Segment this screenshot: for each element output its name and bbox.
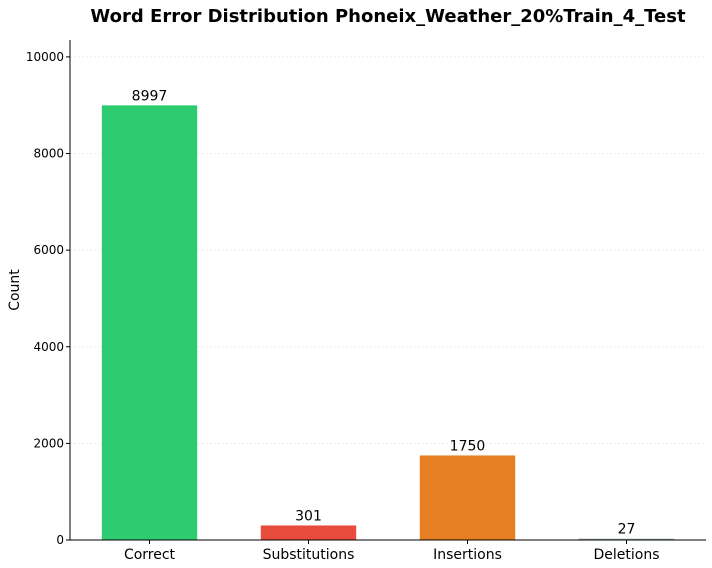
y-tick-label: 6000 xyxy=(33,243,64,257)
y-tick-label: 10000 xyxy=(26,50,64,64)
x-tick-label: Deletions xyxy=(593,547,659,563)
x-ticks: Correct Substitutions Insertions Deletions xyxy=(124,540,660,563)
y-tick-label: 0 xyxy=(56,533,64,547)
x-tick-label: Substitutions xyxy=(263,547,355,563)
bar-insertions xyxy=(419,455,516,540)
y-tick-label: 4000 xyxy=(33,340,64,354)
bar-correct xyxy=(101,105,198,541)
bar-substitutions xyxy=(260,525,357,540)
data-label: 8997 xyxy=(132,88,168,104)
y-axis-title: Count xyxy=(7,269,23,311)
data-label: 27 xyxy=(618,522,636,538)
data-label: 1750 xyxy=(450,438,486,454)
data-label: 301 xyxy=(295,508,322,524)
bar-deletions xyxy=(578,538,675,540)
axes xyxy=(69,40,706,541)
bars xyxy=(101,105,675,541)
y-tick-label: 2000 xyxy=(33,436,64,450)
x-tick-label: Insertions xyxy=(433,547,502,563)
x-tick-label: Correct xyxy=(124,547,176,563)
chart-title: Word Error Distribution Phoneix_Weather_… xyxy=(90,6,686,27)
data-labels: 8997 301 1750 27 xyxy=(132,88,636,537)
y-ticks: 0 2000 4000 6000 8000 10000 xyxy=(26,50,70,547)
y-tick-label: 8000 xyxy=(33,147,64,161)
